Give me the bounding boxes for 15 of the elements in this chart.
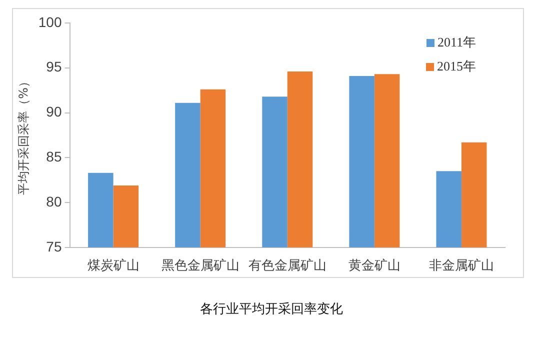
y-axis-title: 平均开采回采率（%） [16,75,30,195]
legend-label: 2015年 [437,58,476,74]
legend-label: 2011年 [437,34,476,50]
x-tick-label: 黑色金属矿山 [161,258,240,274]
x-tick-label: 黄金矿山 [348,258,400,274]
y-tick-label: 75 [46,238,62,254]
y-tick-label: 85 [46,148,62,164]
x-tick-label: 非金属矿山 [428,258,494,274]
x-tick-label: 煤炭矿山 [87,258,140,274]
y-tick-label: 100 [38,14,62,30]
y-tick-label: 80 [46,193,62,210]
text: 各行业平均开采回率变化 [199,301,344,318]
x-tick-label: 有色金属矿山 [248,258,326,274]
y-tick-label: 95 [46,58,62,75]
y-tick-label: 90 [46,104,62,120]
